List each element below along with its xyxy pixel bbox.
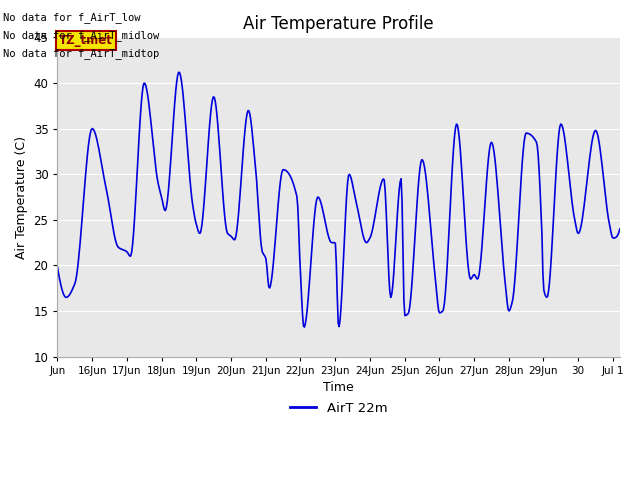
Y-axis label: Air Temperature (C): Air Temperature (C) [15,135,28,259]
Title: Air Temperature Profile: Air Temperature Profile [243,15,434,33]
Legend: AirT 22m: AirT 22m [285,397,393,420]
Text: TZ_tmet: TZ_tmet [59,34,113,47]
Text: No data for f_AirT_midtop: No data for f_AirT_midtop [3,48,159,60]
Text: No data for f_AirT_midlow: No data for f_AirT_midlow [3,30,159,41]
Text: No data for f_AirT_low: No data for f_AirT_low [3,12,141,23]
X-axis label: Time: Time [323,381,354,394]
